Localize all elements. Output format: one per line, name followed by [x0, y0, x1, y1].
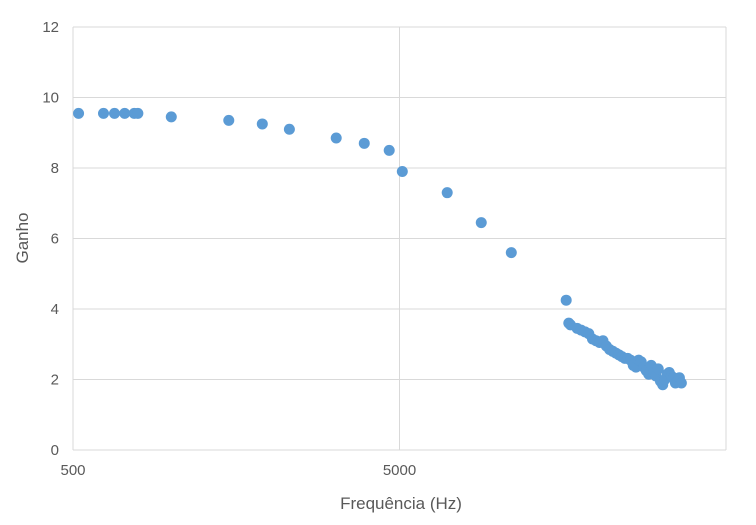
y-tick-label: 10 — [42, 90, 59, 107]
data-point — [560, 294, 572, 306]
data-point — [283, 123, 295, 135]
y-tick-labels: 0 2 4 6 8 10 12 — [42, 19, 59, 459]
y-tick-label: 2 — [51, 372, 59, 389]
y-tick-label: 0 — [51, 442, 59, 459]
data-point — [441, 187, 453, 199]
data-point — [396, 166, 408, 178]
data-point — [119, 107, 131, 119]
data-point — [108, 107, 120, 119]
y-tick-label: 6 — [51, 231, 59, 248]
x-tick-labels: 500 5000 — [60, 462, 416, 479]
data-point — [383, 144, 395, 156]
y-tick-label: 4 — [51, 301, 59, 318]
data-point — [256, 118, 268, 130]
x-tick-label: 5000 — [383, 462, 416, 479]
grid-lines — [72, 26, 727, 451]
x-axis-title: Frequência (Hz) — [340, 494, 462, 513]
data-points — [73, 107, 687, 391]
data-point — [652, 363, 664, 375]
data-point — [505, 247, 517, 259]
y-axis-title: Ganho — [13, 212, 32, 263]
data-point — [675, 377, 687, 389]
data-point — [330, 132, 342, 144]
data-point — [73, 107, 85, 119]
y-tick-label: 12 — [42, 19, 59, 36]
data-point — [358, 137, 370, 149]
data-point — [132, 107, 144, 119]
data-point — [475, 217, 487, 229]
data-point — [98, 107, 110, 119]
data-point — [165, 111, 177, 123]
data-point — [223, 114, 235, 126]
y-tick-label: 8 — [51, 160, 59, 177]
x-tick-label: 500 — [60, 462, 85, 479]
